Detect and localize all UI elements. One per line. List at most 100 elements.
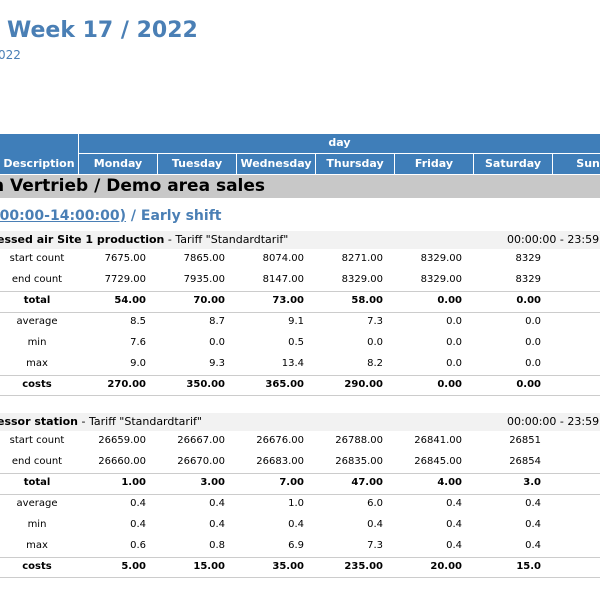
table-cell: 365.00 [265, 379, 304, 390]
table-cell: 26670.00 [177, 456, 225, 467]
table-cell: 8074.00 [262, 253, 304, 264]
day-header-5: Friday [414, 157, 454, 170]
table-cell: 58.00 [351, 295, 383, 306]
meter-header-bar [0, 231, 600, 249]
table-cell: 8329.00 [420, 274, 462, 285]
table-cell: 0.0 [525, 316, 541, 327]
table-cell: 0.6 [130, 540, 146, 551]
report-subtitle: 022 [0, 48, 21, 62]
table-cell: 1.0 [288, 498, 304, 509]
table-cell: 235.00 [344, 561, 383, 572]
table-cell: 0.0 [446, 337, 462, 348]
row-label-total: total [23, 295, 51, 306]
table-cell: 70.00 [193, 295, 225, 306]
row-label-start-count: start count [9, 435, 65, 446]
table-cell: 8.2 [367, 358, 383, 369]
table-cell: 0.0 [367, 337, 383, 348]
meter-name: essed air Site 1 production [0, 233, 165, 246]
row-label-max: max [26, 358, 48, 369]
table-cell: 0.4 [446, 519, 462, 530]
table-cell: 8329 [515, 253, 541, 264]
table-cell: 7865.00 [183, 253, 225, 264]
table-cell: 7.3 [367, 540, 383, 551]
row-label-costs: costs [22, 561, 52, 572]
table-cell: 0.4 [288, 519, 304, 530]
table-cell: 26845.00 [414, 456, 462, 467]
table-cell: 0.8 [209, 540, 225, 551]
table-cell: 0.0 [446, 358, 462, 369]
table-cell: 8329.00 [341, 274, 383, 285]
table-cell: 15.00 [193, 561, 225, 572]
table-cell: 47.00 [351, 477, 383, 488]
table-cell: 8271.00 [341, 253, 383, 264]
day-header-7: Sund [576, 157, 600, 170]
table-cell: 0.00 [516, 295, 541, 306]
table-cell: 26683.00 [256, 456, 304, 467]
row-label-average: average [16, 316, 58, 327]
row-label-max: max [26, 540, 48, 551]
table-cell: 0.4 [446, 540, 462, 551]
row-label-min: min [27, 519, 47, 530]
table-cell: 7.6 [130, 337, 146, 348]
table-cell: 3.0 [523, 477, 541, 488]
table-cell: 8.7 [209, 316, 225, 327]
table-cell: 26841.00 [414, 435, 462, 446]
table-cell: 9.0 [130, 358, 146, 369]
table-cell: 0.4 [209, 519, 225, 530]
table-cell: 0.4 [130, 519, 146, 530]
shift-time-link[interactable]: :00:00-14:00:00) [0, 208, 127, 224]
table-cell: 26676.00 [256, 435, 304, 446]
table-header [0, 134, 600, 174]
table-cell: 26854 [509, 456, 541, 467]
table-cell: 0.0 [525, 337, 541, 348]
table-cell: 7935.00 [183, 274, 225, 285]
table-cell: 8329 [515, 274, 541, 285]
table-cell: 26851 [509, 435, 541, 446]
table-cell: 20.00 [430, 561, 462, 572]
table-cell: 350.00 [186, 379, 225, 390]
day-header-6: Saturday [485, 157, 541, 170]
table-cell: 9.1 [288, 316, 304, 327]
table-cell: 13.4 [281, 358, 304, 369]
table-cell: 26788.00 [335, 435, 383, 446]
day-header-2: Tuesday [171, 157, 223, 170]
table-cell: 35.00 [272, 561, 304, 572]
row-label-min: min [27, 337, 47, 348]
table-cell: 73.00 [272, 295, 304, 306]
day-header-4: Thursday [326, 157, 384, 170]
table-cell: 0.00 [516, 379, 541, 390]
table-cell: 26667.00 [177, 435, 225, 446]
table-cell: 0.4 [130, 498, 146, 509]
shift-name: / Early shift [130, 208, 222, 224]
group-title: h Vertrieb / Demo area sales [0, 176, 266, 196]
table-cell: 6.9 [288, 540, 304, 551]
table-cell: 0.0 [525, 358, 541, 369]
table-cell: 26835.00 [335, 456, 383, 467]
table-cell: 0.00 [437, 295, 462, 306]
group-header-bar [0, 175, 600, 198]
table-cell: 7729.00 [104, 274, 146, 285]
table-cell: 290.00 [344, 379, 383, 390]
table-cell: 54.00 [114, 295, 146, 306]
day-group-header: day [328, 136, 351, 149]
table-cell: 8329.00 [420, 253, 462, 264]
row-label-start-count: start count [9, 253, 65, 264]
table-cell: 8.5 [130, 316, 146, 327]
meter-title: essed air Site 1 production - Tariff "St… [0, 233, 288, 246]
row-label-end-count: end count [11, 274, 63, 285]
table-cell: 9.3 [209, 358, 225, 369]
meter-time-range: 00:00:00 - 23:59:5 [507, 233, 600, 246]
row-label-average: average [16, 498, 58, 509]
table-cell: 0.00 [437, 379, 462, 390]
row-label-costs: costs [22, 379, 52, 390]
row-label-end-count: end count [11, 456, 63, 467]
day-header-3: Wednesday [240, 157, 312, 170]
shift-header: :00:00-14:00:00) / Early shift [0, 208, 221, 224]
table-cell: 4.00 [437, 477, 462, 488]
table-cell: 7.00 [279, 477, 304, 488]
table-cell: 7675.00 [104, 253, 146, 264]
table-cell: 1.00 [121, 477, 146, 488]
table-cell: 0.0 [209, 337, 225, 348]
table-cell: 8147.00 [262, 274, 304, 285]
meter-name: essor station [0, 415, 79, 428]
